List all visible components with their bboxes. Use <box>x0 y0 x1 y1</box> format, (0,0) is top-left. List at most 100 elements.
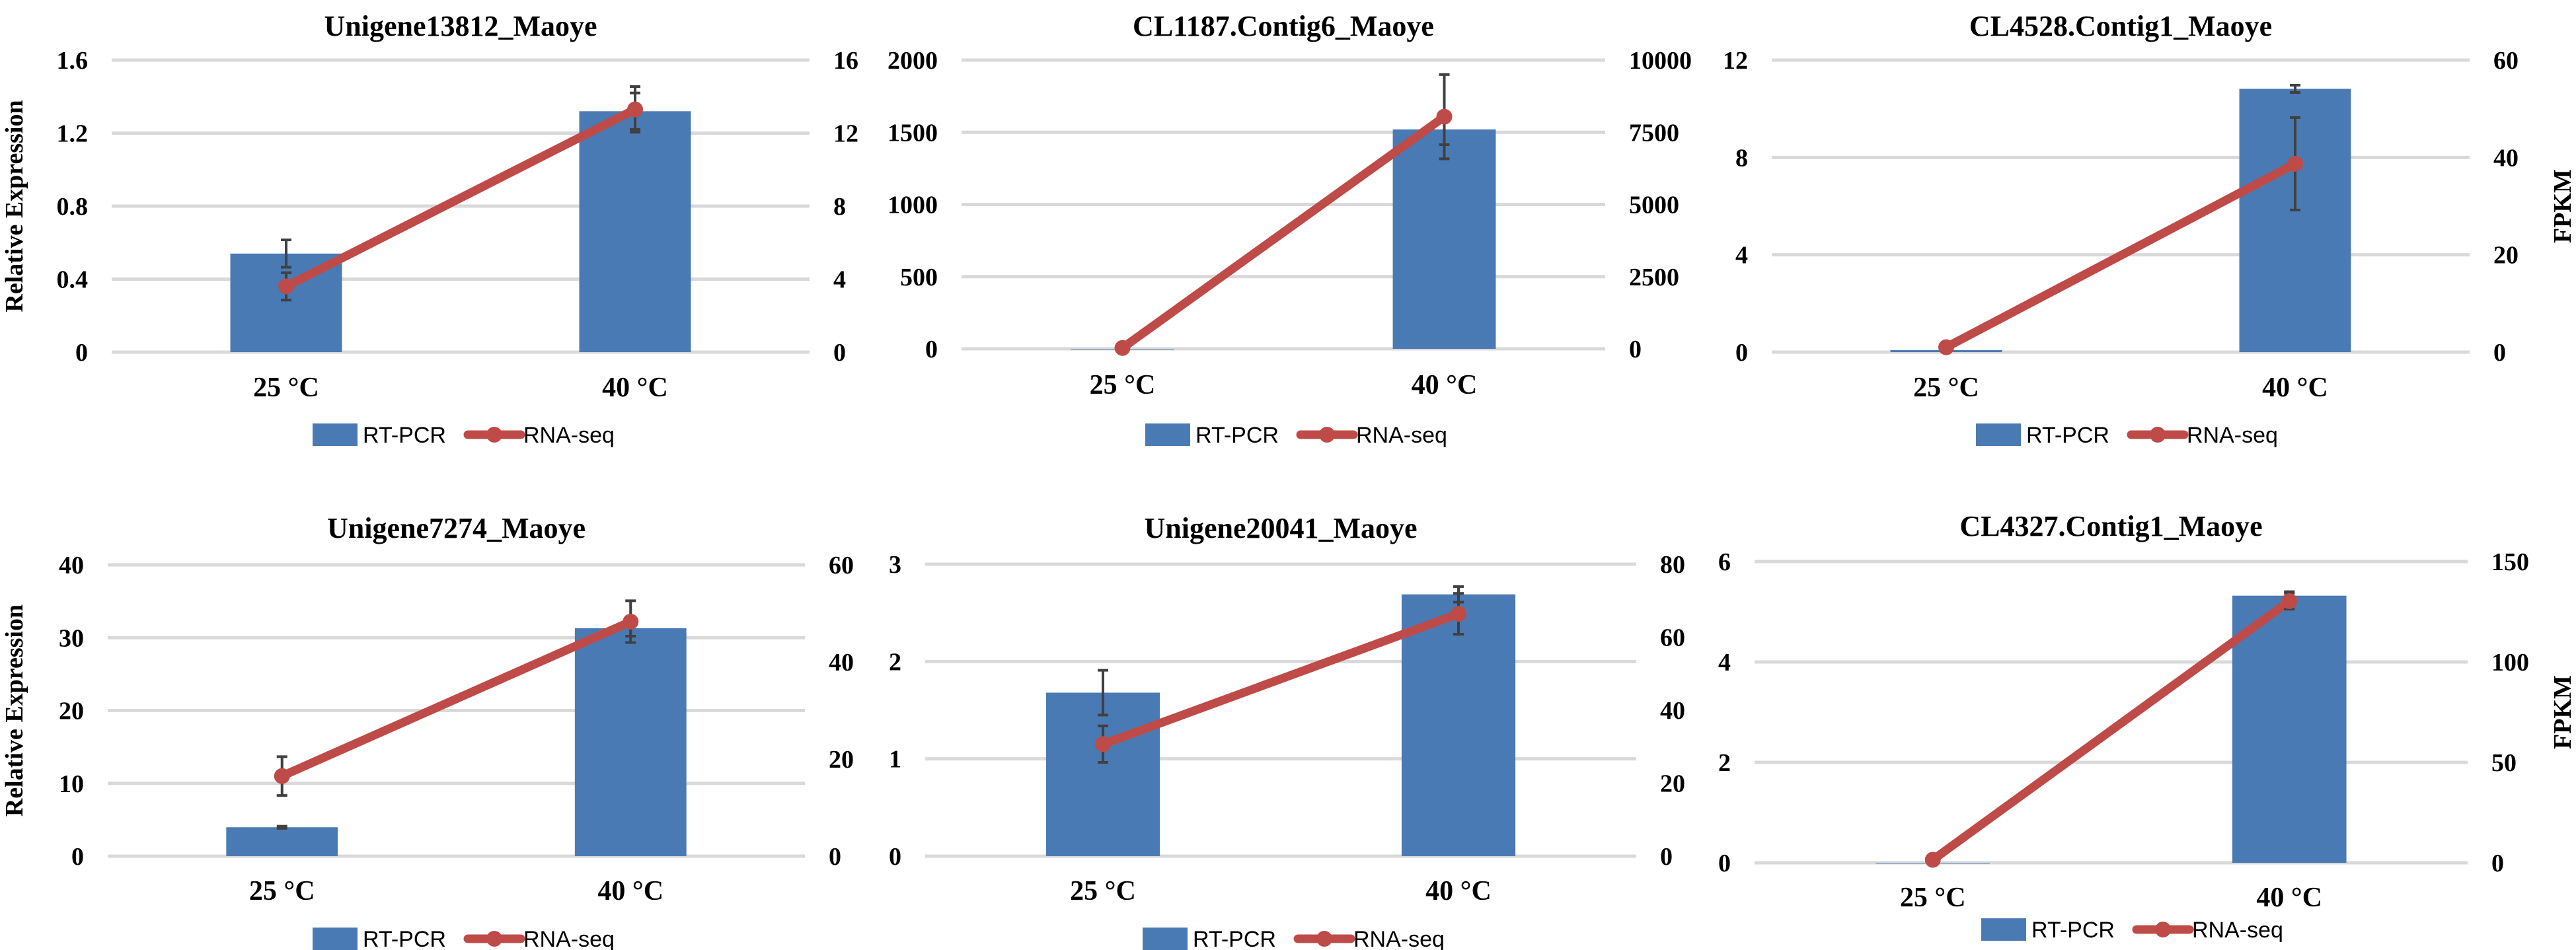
rna-seq-point <box>1924 852 1941 868</box>
left-tick-label: 1.6 <box>57 47 89 75</box>
rna-seq-line <box>282 105 640 291</box>
legend-marker-rna-seq <box>486 931 502 947</box>
right-tick-label: 12 <box>833 120 858 148</box>
chart-title: CL4327.Contig1_Maoye <box>1959 510 2262 542</box>
rna-seq-point <box>1436 108 1453 125</box>
right-tick-label: 40 <box>1660 697 1685 725</box>
category-label: 40 °C <box>602 373 668 403</box>
right-tick-label: 0 <box>829 843 841 871</box>
bar <box>226 827 338 856</box>
legend-marker-rna-seq <box>1319 427 1335 443</box>
legend-label-rna-seq: RNA-seq <box>1353 927 1445 950</box>
bar <box>1045 692 1160 856</box>
right-tick-label: 2500 <box>1629 264 1679 291</box>
legend-marker-rna-seq <box>2150 427 2166 443</box>
right-tick-label: 80 <box>1660 551 1685 579</box>
legend-label-rna-seq: RNA-seq <box>523 927 615 950</box>
left-tick-label: 2 <box>1718 749 1731 777</box>
rna-seq-point <box>623 613 639 630</box>
y-axis-label: Relative Expression <box>1 604 28 817</box>
rna-seq-point <box>2287 155 2303 172</box>
rna-seq-line <box>1098 609 1463 749</box>
rna-seq-point <box>1451 606 1466 622</box>
legend-label-rt-pcr: RT-PCR <box>2026 423 2109 448</box>
category-label: 40 °C <box>2256 883 2322 913</box>
category-label: 40 °C <box>1425 876 1492 906</box>
right-tick-label: 60 <box>1660 624 1685 652</box>
legend-swatch-rt-pcr <box>1976 423 2021 446</box>
legend-swatch-rt-pcr <box>1145 423 1190 446</box>
right-tick-label: 60 <box>829 552 854 579</box>
category-label: 25 °C <box>1090 370 1156 400</box>
legend: RT-PCR RNA-seq <box>313 423 615 448</box>
right-tick-label: 0 <box>2493 339 2506 367</box>
chart-panel: CL4528.Contig1_Maoye 0 4 8 12 0 20 40 60 FPKM 25 °… <box>1723 10 2576 448</box>
category-label: 25 °C <box>249 876 315 906</box>
chart-panel: Unigene13812_Maoye 0 0.4 0.8 1.2 1.6 0 4 8 12 16 Re… <box>1 10 858 448</box>
left-tick-label: 1500 <box>888 119 938 147</box>
left-tick-label: 40 <box>59 552 84 579</box>
left-tick-label: 0 <box>75 339 88 367</box>
legend-swatch-rt-pcr <box>313 928 358 950</box>
rna-seq-point <box>1095 736 1111 752</box>
left-tick-label: 2 <box>889 648 901 676</box>
bar <box>1401 594 1516 856</box>
right-tick-label: 40 <box>2493 144 2519 172</box>
right-tick-label: 20 <box>829 746 854 774</box>
rna-seq-point <box>1114 340 1131 356</box>
right-tick-label: 16 <box>833 47 858 75</box>
left-tick-label: 8 <box>1735 144 1748 172</box>
left-tick-label: 0 <box>1718 850 1731 877</box>
chart-title: CL1187.Contig6_Maoye <box>1133 10 1434 42</box>
legend-label-rt-pcr: RT-PCR <box>363 927 446 950</box>
right-tick-label: 0 <box>2491 850 2504 877</box>
right-tick-label: 4 <box>833 266 846 294</box>
y2-axis-label: FPKM <box>2549 169 2576 243</box>
legend-label-rt-pcr: RT-PCR <box>1193 927 1276 950</box>
left-tick-label: 0 <box>71 843 84 871</box>
bar <box>579 111 691 352</box>
right-tick-label: 50 <box>2491 749 2517 777</box>
y-axis-label: Relative Expression <box>1 100 28 312</box>
legend-label-rt-pcr: RT-PCR <box>1195 423 1279 448</box>
right-tick-label: 20 <box>2493 242 2519 270</box>
rna-seq-point <box>627 101 643 118</box>
legend: RT-PCR RNA-seq <box>1976 423 2278 448</box>
rna-seq-line <box>1942 159 2300 352</box>
left-tick-label: 3 <box>889 551 901 579</box>
left-tick-label: 4 <box>1718 649 1731 676</box>
rna-seq-point <box>1938 339 1954 355</box>
right-tick-label: 20 <box>1660 770 1685 798</box>
right-tick-label: 40 <box>829 649 854 676</box>
right-tick-label: 0 <box>833 339 846 367</box>
left-tick-label: 4 <box>1735 242 1748 270</box>
right-tick-label: 7500 <box>1629 119 1679 147</box>
legend-marker-rna-seq <box>486 427 502 443</box>
chart-title: Unigene7274_Maoye <box>327 512 586 544</box>
rna-seq-point <box>2281 593 2298 609</box>
rna-seq-line <box>278 617 635 781</box>
left-tick-label: 0 <box>1735 339 1748 367</box>
left-tick-label: 2000 <box>888 47 938 75</box>
left-tick-label: 12 <box>1723 47 1748 75</box>
right-tick-label: 0 <box>1629 336 1642 363</box>
legend-label-rna-seq: RNA-seq <box>2187 423 2278 448</box>
right-tick-label: 0 <box>1660 843 1673 871</box>
right-tick-label: 60 <box>2493 47 2519 75</box>
legend: RT-PCR RNA-seq <box>1145 423 1447 448</box>
right-tick-label: 150 <box>2491 548 2529 576</box>
left-tick-label: 1.2 <box>57 120 89 148</box>
category-label: 40 °C <box>2262 373 2328 403</box>
left-tick-label: 10 <box>59 770 84 798</box>
category-label: 25 °C <box>1913 373 1979 403</box>
category-label: 25 °C <box>1900 883 1966 913</box>
chart-panel: CL4327.Contig1_Maoye 0 2 4 6 0 50 100 150 FPKM 25 … <box>1718 510 2576 943</box>
left-tick-label: 500 <box>900 264 938 291</box>
chart-panel: Unigene7274_Maoye 0 10 20 30 40 0 20 40 60 Relativ… <box>1 512 854 950</box>
bar <box>2232 595 2347 863</box>
chart-title: Unigene20041_Maoye <box>1144 512 1417 544</box>
y2-axis-label: FPKM <box>2549 675 2576 749</box>
legend: RT-PCR RNA-seq <box>1981 918 2283 943</box>
